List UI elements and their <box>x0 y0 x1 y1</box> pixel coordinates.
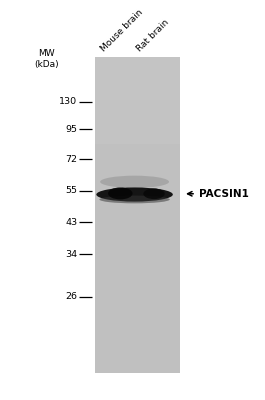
Ellipse shape <box>99 196 170 203</box>
Ellipse shape <box>108 187 132 200</box>
Bar <box>95 57 180 100</box>
Text: 130: 130 <box>59 97 77 106</box>
Text: 55: 55 <box>65 186 77 195</box>
Text: 72: 72 <box>65 155 77 164</box>
Text: Rat brain: Rat brain <box>135 18 171 53</box>
Text: 34: 34 <box>65 250 77 258</box>
Text: MW
(kDa): MW (kDa) <box>34 50 59 69</box>
Bar <box>95 100 180 144</box>
Text: 43: 43 <box>65 218 77 227</box>
Ellipse shape <box>96 188 173 202</box>
Ellipse shape <box>143 188 165 199</box>
Text: 95: 95 <box>65 125 77 134</box>
Text: PACSIN1: PACSIN1 <box>199 189 249 199</box>
Bar <box>95 57 180 373</box>
Ellipse shape <box>100 176 169 188</box>
Text: Mouse brain: Mouse brain <box>99 8 144 53</box>
Text: 26: 26 <box>65 292 77 301</box>
